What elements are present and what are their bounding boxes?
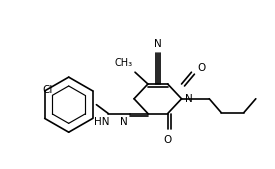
Text: N: N [154,39,162,49]
Text: HN: HN [94,117,109,127]
Text: O: O [197,63,206,73]
Text: Cl: Cl [43,85,53,95]
Text: CH₃: CH₃ [115,58,133,68]
Text: N: N [185,94,192,104]
Text: N: N [120,117,128,127]
Text: O: O [164,135,172,145]
